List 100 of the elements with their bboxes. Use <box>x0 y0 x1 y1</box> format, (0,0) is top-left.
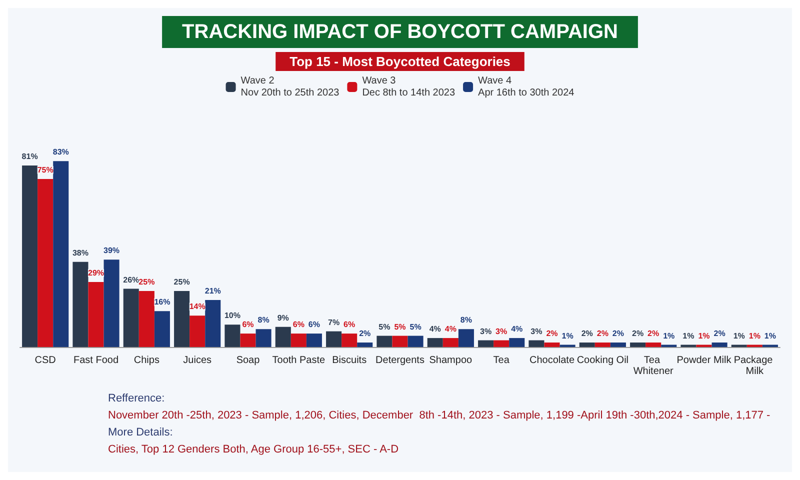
bar <box>138 291 154 347</box>
data-label: 2% <box>612 329 624 338</box>
bar <box>408 336 424 347</box>
bar <box>326 331 342 347</box>
data-label: 25% <box>174 278 190 286</box>
data-label: 4% <box>444 324 456 334</box>
bar <box>154 311 170 347</box>
bar <box>458 329 474 347</box>
data-label: 6% <box>344 320 356 330</box>
x-tick-label: Tea <box>493 355 510 366</box>
data-label: 1% <box>698 331 710 340</box>
data-label: 5% <box>394 322 406 332</box>
text: Refference: <box>108 392 165 404</box>
data-label: 81% <box>22 152 38 162</box>
data-label: 25% <box>138 278 155 286</box>
text: November 20th -25th, 2023 - Sample, 1,206, Cities, December 8th -14th, 2023 - Sample, 1,199 -April 19th -30th,2024 - Sample, 1,177 - <box>108 410 771 422</box>
data-label: 14% <box>189 302 206 312</box>
bar <box>72 262 88 347</box>
x-tick-label: Chips <box>134 355 160 366</box>
bar <box>174 291 190 347</box>
bar <box>224 324 240 347</box>
data-label: 4% <box>429 324 441 334</box>
bar <box>376 336 392 347</box>
data-label: 39% <box>104 246 120 256</box>
data-label: 1% <box>562 331 574 340</box>
bar <box>594 342 610 347</box>
bar <box>357 342 373 347</box>
bar <box>392 336 408 347</box>
data-label: 7% <box>328 318 340 327</box>
bar <box>306 334 322 347</box>
bar <box>190 316 206 347</box>
data-label: 3% <box>530 326 542 336</box>
bar <box>544 342 560 347</box>
data-label: 2% <box>648 329 660 338</box>
bar <box>342 334 358 347</box>
data-label: 10% <box>224 311 240 320</box>
bar <box>442 338 458 347</box>
data-label: 2% <box>546 329 558 338</box>
bar <box>630 342 646 347</box>
legend-label: Wave 3 Dec 8th to 14th 2023 <box>362 76 456 98</box>
bar <box>123 288 139 347</box>
x-tick-label: Detergents <box>376 355 424 366</box>
data-label: 1% <box>682 331 694 340</box>
x-tick-label: Soap <box>236 355 260 366</box>
data-label: 2% <box>581 329 593 338</box>
data-label: 2% <box>596 329 608 338</box>
data-label: 2% <box>714 329 726 338</box>
text: More Details: <box>108 426 173 438</box>
data-label: 2% <box>359 329 371 338</box>
x-tick-label: Cooking Oil <box>576 355 629 366</box>
data-label: 1% <box>748 331 760 340</box>
data-label: 8% <box>460 316 472 325</box>
bar <box>38 179 54 347</box>
chart-title: TRACKING IMPACT OF BOYCOTT CAMPAIGN <box>182 21 618 43</box>
x-tick-label: Chocolate <box>529 355 575 366</box>
chart-subtitle: Top 15 - Most Boycotted Categories <box>290 54 510 69</box>
bar <box>104 260 120 347</box>
bar <box>275 326 291 347</box>
bar <box>528 340 544 347</box>
data-label: 29% <box>88 268 104 278</box>
data-label: 21% <box>204 286 221 296</box>
data-label: 9% <box>277 313 289 322</box>
bar <box>610 342 626 347</box>
x-tick-label: Shampoo <box>429 355 473 366</box>
x-tick-label: Package Milk <box>734 355 776 377</box>
x-tick-label: Juices <box>183 355 212 366</box>
data-label: 26% <box>123 275 140 284</box>
data-label: 38% <box>72 248 88 258</box>
x-tick-label: CSD <box>34 355 56 366</box>
bar <box>478 340 494 347</box>
data-label: 8% <box>258 316 270 325</box>
data-label: 3% <box>496 326 508 336</box>
bar <box>22 166 38 347</box>
bar <box>205 300 221 347</box>
legend-label: Wave 4 Apr 16th to 30th 2024 <box>478 76 575 98</box>
bar <box>290 334 306 347</box>
data-label: 2% <box>632 329 644 338</box>
bar <box>646 342 662 347</box>
x-tick-label: Tooth Paste <box>272 355 326 366</box>
legend-label: Wave 2 Nov 20th to 25th 2023 <box>240 76 340 98</box>
data-label: 5% <box>378 322 390 332</box>
x-tick-label: Biscuits <box>332 355 367 366</box>
data-label: 5% <box>410 322 422 332</box>
data-label: 1% <box>764 331 776 340</box>
bar <box>509 338 525 347</box>
bar <box>53 161 69 347</box>
bar <box>712 342 728 347</box>
data-label: 83% <box>52 148 69 157</box>
x-tick-label: Powder Milk <box>676 355 732 366</box>
x-tick-label: Tea Whitener <box>633 355 674 377</box>
bar <box>88 282 104 347</box>
data-label: 1% <box>733 331 745 340</box>
bar <box>427 338 443 347</box>
data-label: 6% <box>242 320 254 330</box>
bar <box>256 329 272 347</box>
text: Cities, Top 12 Genders Both, Age Group 16-55+, SEC - A-D <box>108 444 399 456</box>
x-tick-label: Fast Food <box>73 355 119 366</box>
data-label: 16% <box>154 298 170 307</box>
bar <box>494 340 510 347</box>
data-label: 6% <box>308 320 320 330</box>
